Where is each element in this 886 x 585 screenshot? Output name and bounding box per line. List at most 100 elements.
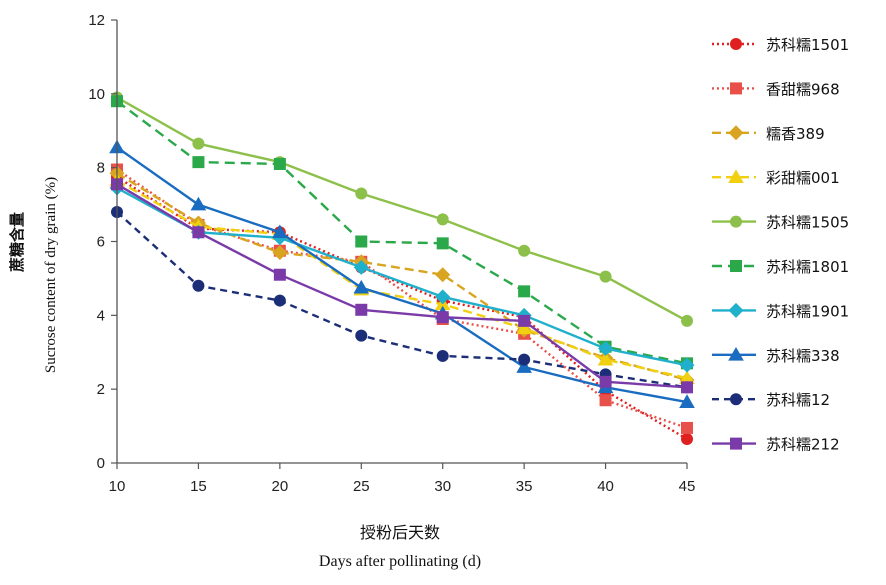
legend-marker bbox=[730, 393, 742, 406]
series-line bbox=[116, 175, 688, 441]
data-point bbox=[516, 320, 532, 335]
data-point bbox=[518, 285, 531, 298]
data-point bbox=[273, 157, 286, 170]
data-point bbox=[192, 226, 205, 239]
legend-marker bbox=[730, 38, 742, 50]
data-point bbox=[679, 357, 695, 373]
x-tick-label: 15 bbox=[190, 478, 207, 495]
legend-label: 苏科糯12 bbox=[766, 391, 830, 409]
legend-label: 糯香389 bbox=[766, 125, 825, 143]
series-5 bbox=[111, 91, 693, 327]
data-point bbox=[355, 235, 368, 248]
series-line bbox=[116, 186, 688, 367]
legend-entry: 苏科糯1505 bbox=[712, 214, 849, 232]
data-point bbox=[518, 244, 531, 257]
x-axis-label-cn: 授粉后天数 bbox=[360, 523, 440, 542]
y-tick-label: 12 bbox=[88, 12, 105, 29]
legend-marker bbox=[728, 169, 744, 184]
legend-label: 苏科糯1501 bbox=[766, 36, 849, 54]
legend-entry: 苏科糯1801 bbox=[712, 258, 849, 276]
legend-entry: 彩甜糯001 bbox=[712, 169, 840, 187]
data-point bbox=[599, 375, 612, 388]
y-tick-label: 0 bbox=[97, 455, 105, 472]
series-line bbox=[116, 183, 688, 389]
series-9 bbox=[111, 205, 693, 394]
legend-label: 苏科糯1505 bbox=[766, 214, 849, 232]
legend-marker bbox=[728, 125, 744, 141]
data-point bbox=[436, 349, 449, 362]
legend-marker bbox=[728, 347, 744, 361]
data-point bbox=[681, 381, 693, 394]
x-tick-label: 35 bbox=[516, 478, 533, 495]
y-tick-label: 2 bbox=[97, 381, 105, 398]
data-point bbox=[190, 196, 207, 211]
series-line bbox=[116, 168, 688, 430]
series-line bbox=[116, 96, 688, 322]
data-point bbox=[435, 267, 451, 283]
data-point bbox=[355, 187, 368, 200]
data-point bbox=[681, 314, 693, 327]
data-point bbox=[679, 394, 695, 408]
x-tick-label: 10 bbox=[109, 478, 126, 495]
data-point bbox=[518, 314, 531, 327]
data-point bbox=[355, 303, 368, 316]
series-line bbox=[116, 179, 688, 380]
data-point bbox=[516, 359, 532, 373]
series-line bbox=[116, 146, 688, 404]
legend-label: 香甜糯968 bbox=[766, 80, 840, 98]
legend-marker bbox=[730, 82, 742, 95]
legend-label: 彩甜糯001 bbox=[766, 169, 840, 187]
data-point bbox=[597, 351, 614, 366]
data-point bbox=[435, 289, 451, 305]
x-tick-label: 30 bbox=[434, 478, 451, 495]
data-point bbox=[192, 279, 205, 292]
legend-entry: 苏科糯1501 bbox=[712, 36, 849, 54]
series-8 bbox=[109, 139, 695, 408]
x-tick-label: 20 bbox=[272, 478, 289, 495]
data-point bbox=[599, 394, 612, 407]
data-point bbox=[192, 156, 205, 169]
y-axis-label-cn: 蔗糖含量 bbox=[8, 212, 26, 273]
legend-marker bbox=[728, 302, 744, 318]
x-tick-label: 25 bbox=[353, 478, 370, 495]
legend-entry: 苏科糯12 bbox=[712, 391, 830, 409]
axes: 0 2 4 6 8 10 12 10 15 20 25 30 35 40 45 bbox=[88, 12, 695, 495]
legend-entry: 香甜糯968 bbox=[712, 80, 840, 98]
data-point bbox=[355, 329, 368, 342]
data-point bbox=[272, 245, 288, 261]
legend-entry: 苏科糯212 bbox=[712, 436, 840, 454]
series-10 bbox=[111, 178, 693, 394]
legend-marker bbox=[730, 215, 742, 228]
legend-marker bbox=[730, 260, 742, 272]
data-point bbox=[436, 237, 449, 250]
legend: 苏科糯1501 香甜糯968 糯香389 彩甜糯001 苏科糯1505 苏科糯1801 苏科… bbox=[712, 36, 849, 454]
y-axis-label-en: Sucrose content of dry grain (%) bbox=[43, 177, 59, 373]
y-tick-label: 8 bbox=[97, 160, 105, 177]
data-point bbox=[681, 433, 693, 446]
data-point bbox=[598, 341, 614, 357]
data-point bbox=[518, 353, 531, 366]
legend-entry: 苏科糯1901 bbox=[712, 302, 849, 320]
series-line bbox=[116, 100, 688, 365]
x-tick-label: 45 bbox=[679, 478, 696, 495]
series-7 bbox=[109, 180, 695, 373]
data-point bbox=[436, 311, 449, 324]
y-tick-label: 6 bbox=[97, 234, 105, 251]
legend-entry: 糯香389 bbox=[712, 125, 825, 143]
data-point bbox=[273, 268, 286, 281]
plot-area bbox=[109, 91, 695, 446]
data-point bbox=[272, 224, 288, 239]
legend-label: 苏科糯338 bbox=[766, 347, 840, 365]
data-point bbox=[679, 370, 695, 384]
legend-entry: 苏科糯338 bbox=[712, 347, 840, 365]
x-tick-label: 40 bbox=[597, 478, 614, 495]
data-point bbox=[273, 294, 286, 307]
legend-marker bbox=[730, 437, 742, 450]
data-point bbox=[353, 259, 369, 275]
legend-label: 苏科糯1901 bbox=[766, 302, 849, 320]
legend-label: 苏科糯1801 bbox=[766, 258, 849, 276]
series-line bbox=[116, 211, 688, 389]
y-tick-label: 4 bbox=[97, 307, 105, 324]
data-point bbox=[599, 270, 612, 283]
